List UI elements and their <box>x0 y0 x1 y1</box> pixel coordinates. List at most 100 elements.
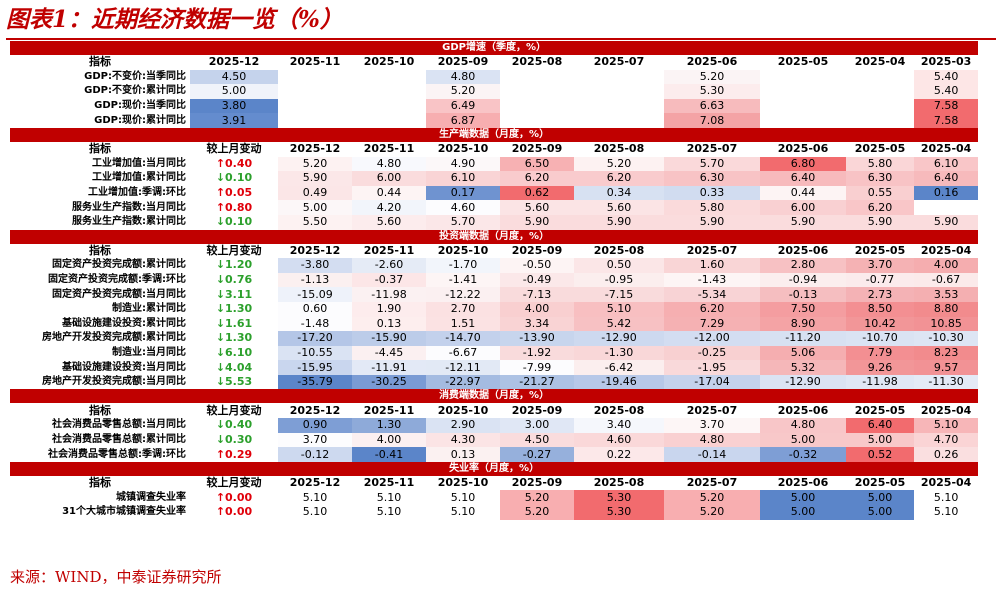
value-cell: -15.90 <box>352 331 426 346</box>
value-cell: 0.49 <box>278 185 352 201</box>
value-cell <box>352 99 426 114</box>
value-cell <box>846 70 914 85</box>
table-row: 工业增加值:当月同比 ↑0.40 5.20 4.80 4.90 6.50 5.20 5.70 6… <box>10 156 979 172</box>
change-value: 4.04 <box>225 360 253 374</box>
value-cell: -21.27 <box>500 374 574 390</box>
change-cell: ↑0.00 <box>190 505 278 520</box>
value-cell: 5.20 <box>426 84 500 99</box>
value-cell: -0.41 <box>352 447 426 462</box>
table-row: 31个大城市城镇调查失业率 ↑0.00 5.10 5.10 5.10 5.20 5.30 5.… <box>10 505 979 520</box>
value-cell: -0.32 <box>760 447 846 462</box>
value-cell: 6.87 <box>426 113 500 128</box>
change-cell: ↑0.40 <box>190 157 278 172</box>
arrow-down-icon: ↓ <box>215 432 226 446</box>
value-cell: 4.50 <box>500 432 574 448</box>
value-cell: 5.70 <box>664 156 760 172</box>
value-cell: -11.91 <box>352 360 426 375</box>
value-cell: 0.17 <box>426 185 500 201</box>
column-header: 2025-12 <box>289 243 341 257</box>
column-header: 2025-12 <box>289 142 341 156</box>
column-header: 2025-08 <box>593 243 645 257</box>
value-cell: -0.25 <box>664 345 760 361</box>
value-cell: 1.60 <box>664 258 760 273</box>
value-cell: 6.20 <box>574 171 664 186</box>
value-cell: 0.90 <box>278 418 352 433</box>
value-cell: -6.42 <box>574 360 664 375</box>
column-header: 指标 <box>89 55 111 69</box>
table-row: 固定资产投资完成额:当月同比 ↓3.11 -15.09 -11.98 -12.22 -7.… <box>10 287 979 302</box>
value-cell: 6.00 <box>760 200 846 215</box>
column-header: 2025-11 <box>363 403 415 417</box>
value-cell: 4.00 <box>914 258 979 273</box>
value-cell: 5.30 <box>664 84 760 99</box>
table-row: 固定资产投资完成额:累计同比 ↓1.20 -3.80 -2.60 -1.70 -0.50 0… <box>10 258 979 273</box>
value-cell <box>846 99 914 114</box>
value-cell: -22.97 <box>426 374 500 390</box>
column-header: 指标 <box>89 476 111 490</box>
column-header: 2025-04 <box>854 55 906 69</box>
value-cell: 5.20 <box>500 490 574 506</box>
value-cell: 5.00 <box>760 505 846 520</box>
value-cell <box>914 200 978 215</box>
column-header: 2025-04 <box>920 243 972 257</box>
value-cell: 9.26 <box>846 360 914 375</box>
value-cell: -7.99 <box>500 360 574 375</box>
value-cell: -12.11 <box>426 360 500 375</box>
column-header: 2025-06 <box>777 142 829 156</box>
value-cell: 2.80 <box>760 258 846 273</box>
value-cell: -11.98 <box>352 287 426 302</box>
value-cell: 7.50 <box>760 301 846 317</box>
value-cell <box>760 99 846 114</box>
value-cell: -0.95 <box>574 272 664 288</box>
value-cell: 5.20 <box>664 69 760 85</box>
value-cell: -14.70 <box>426 331 500 346</box>
value-cell: 5.60 <box>574 200 664 215</box>
change-value: 0.40 <box>225 418 253 432</box>
value-cell: 5.90 <box>278 171 352 186</box>
value-cell: 5.00 <box>760 490 846 506</box>
change-value: 0.29 <box>225 447 253 461</box>
column-header: 2025-07 <box>686 142 738 156</box>
value-cell: 4.70 <box>914 432 979 448</box>
column-header: 2025-06 <box>777 243 829 257</box>
arrow-down-icon: ↓ <box>215 287 226 301</box>
column-header: 2025-06 <box>777 403 829 417</box>
arrow-down-icon: ↓ <box>215 171 226 185</box>
value-cell: 1.90 <box>352 301 426 317</box>
column-header: 2025-05 <box>777 55 829 69</box>
column-header: 2025-09 <box>437 55 489 69</box>
value-cell: 5.80 <box>846 156 914 172</box>
table-row: 社会消费品零售总额:当月同比 ↓0.40 0.90 1.30 2.90 3.00 3.40 3… <box>10 418 979 433</box>
value-cell: 4.80 <box>426 69 500 85</box>
value-cell: 7.58 <box>914 98 979 114</box>
column-header: 指标 <box>89 403 111 417</box>
column-header-row: 指标 2025-12 2025-11 2025-10 2025-09 2025-08 202… <box>10 55 978 70</box>
value-cell: 5.40 <box>914 84 979 99</box>
value-cell: -1.95 <box>664 360 760 375</box>
change-value: 0.10 <box>225 171 253 185</box>
value-cell: 0.44 <box>352 185 426 201</box>
value-cell: 5.90 <box>914 214 979 230</box>
row-label: 服务业生产指数:累计同比 <box>72 216 186 228</box>
value-cell: -0.14 <box>664 447 760 462</box>
value-cell: 6.20 <box>846 200 914 215</box>
table-row: 基础设施建设投资:当月同比 ↓4.04 -15.95 -11.91 -12.11 -7.9… <box>10 360 979 375</box>
value-cell: -12.90 <box>760 374 846 390</box>
arrow-down-icon: ↓ <box>215 215 226 229</box>
source-note: 来源：WIND，中泰证券研究所 <box>10 568 222 586</box>
arrow-up-icon: ↑ <box>215 156 226 170</box>
value-cell: 3.00 <box>500 418 574 433</box>
change-value: 5.53 <box>225 375 253 389</box>
value-cell <box>574 70 664 85</box>
value-cell: 5.60 <box>500 200 574 215</box>
value-cell: 4.30 <box>426 432 500 448</box>
value-cell: 5.90 <box>760 214 846 230</box>
change-value: 0.76 <box>225 273 253 287</box>
section-title: 生产端数据（月度，%） <box>10 127 979 142</box>
change-cell: ↓1.61 <box>190 317 278 332</box>
change-cell: ↓0.76 <box>190 273 278 288</box>
arrow-up-icon: ↑ <box>215 186 226 200</box>
value-cell: 0.26 <box>914 447 979 462</box>
value-cell: 5.00 <box>846 490 914 506</box>
change-value: 6.10 <box>225 345 253 359</box>
